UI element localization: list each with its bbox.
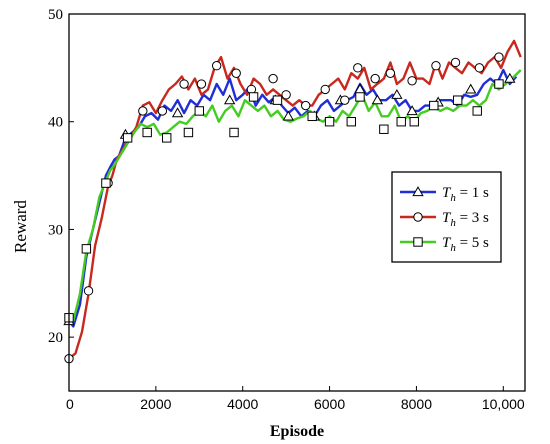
data-point-marker [223,94,236,105]
legend-label: Th = 5 s [442,235,489,254]
data-point-marker [355,92,365,102]
data-point-marker [272,95,283,105]
x-axis-title: Episode [270,423,324,440]
x-tick-label: 8000 [401,396,432,412]
data-point-marker [307,111,317,122]
data-point-marker [474,63,485,73]
data-point-marker [281,90,291,100]
data-point-marker [138,106,148,116]
data-point-marker [409,117,419,127]
data-point-marker [211,61,222,71]
y-tick-label: 20 [48,330,63,346]
data-point-marker [346,117,356,127]
data-point-marker [231,68,241,78]
legend-marker [413,212,423,222]
data-point-marker [248,92,259,102]
data-point-marker [465,83,477,94]
data-point-marker [429,100,439,111]
legend-marker [412,186,424,197]
data-point-marker [494,52,504,62]
data-point-marker [142,127,152,138]
series-line [69,69,522,323]
x-tick-label: 10,000 [482,396,525,412]
series-layer [63,39,522,364]
data-point-marker [450,57,461,68]
x-tick-label: 2000 [140,396,171,412]
y-tick-label: 40 [48,115,63,131]
data-point-marker [300,100,311,111]
data-point-marker [494,79,504,89]
data-point-marker [324,117,335,127]
x-tick-label: 0 [66,396,74,412]
legend-item: Th = 5 s [400,235,489,254]
data-point-marker [101,178,111,188]
data-point-marker [81,244,92,254]
series-3 [69,69,522,323]
data-point-marker [396,117,406,127]
y-axis-title: Reward [11,200,30,253]
data-point-marker [83,286,94,296]
data-point-marker [183,127,194,138]
data-point-marker [157,106,168,116]
data-point-marker [179,79,189,89]
data-point-marker [504,72,516,83]
data-point-marker [196,79,207,89]
data-point-marker [320,84,330,95]
data-point-marker [431,61,441,71]
data-point-marker [340,95,350,105]
data-point-marker [406,105,418,116]
series-2-markers [64,52,504,364]
data-point-marker [282,110,295,121]
data-point-marker [452,95,463,105]
y-tick-label: 30 [48,222,63,238]
data-point-marker [371,94,384,105]
legend-item: Th = 1 s [400,185,489,204]
data-point-marker [353,63,363,73]
data-point-marker [391,88,403,99]
data-point-marker [162,133,172,143]
y-tick-label: 50 [48,7,63,23]
legend-label: Th = 3 s [442,210,489,229]
legend-item: Th = 3 s [400,210,489,229]
ticks-layer: 0 2000 4000 6000 8000 10,000 20 30 40 50 [48,7,525,412]
legend-label: Th = 1 s [442,185,489,204]
data-point-marker [385,68,396,78]
plot-frame [68,13,526,392]
data-point-marker [122,133,133,143]
data-point-marker [171,107,184,118]
data-point-marker [379,124,389,134]
data-point-marker [229,127,239,138]
legend-marker [413,237,423,247]
data-point-marker [472,106,482,116]
data-point-marker [370,73,380,84]
x-tick-label: 6000 [314,396,345,412]
data-point-marker [407,76,417,86]
legend: Th = 1 s Th = 3 s Th = 5 s [391,171,502,263]
x-tick-label: 4000 [227,396,258,412]
data-point-marker [268,73,278,84]
data-point-marker [194,106,204,116]
